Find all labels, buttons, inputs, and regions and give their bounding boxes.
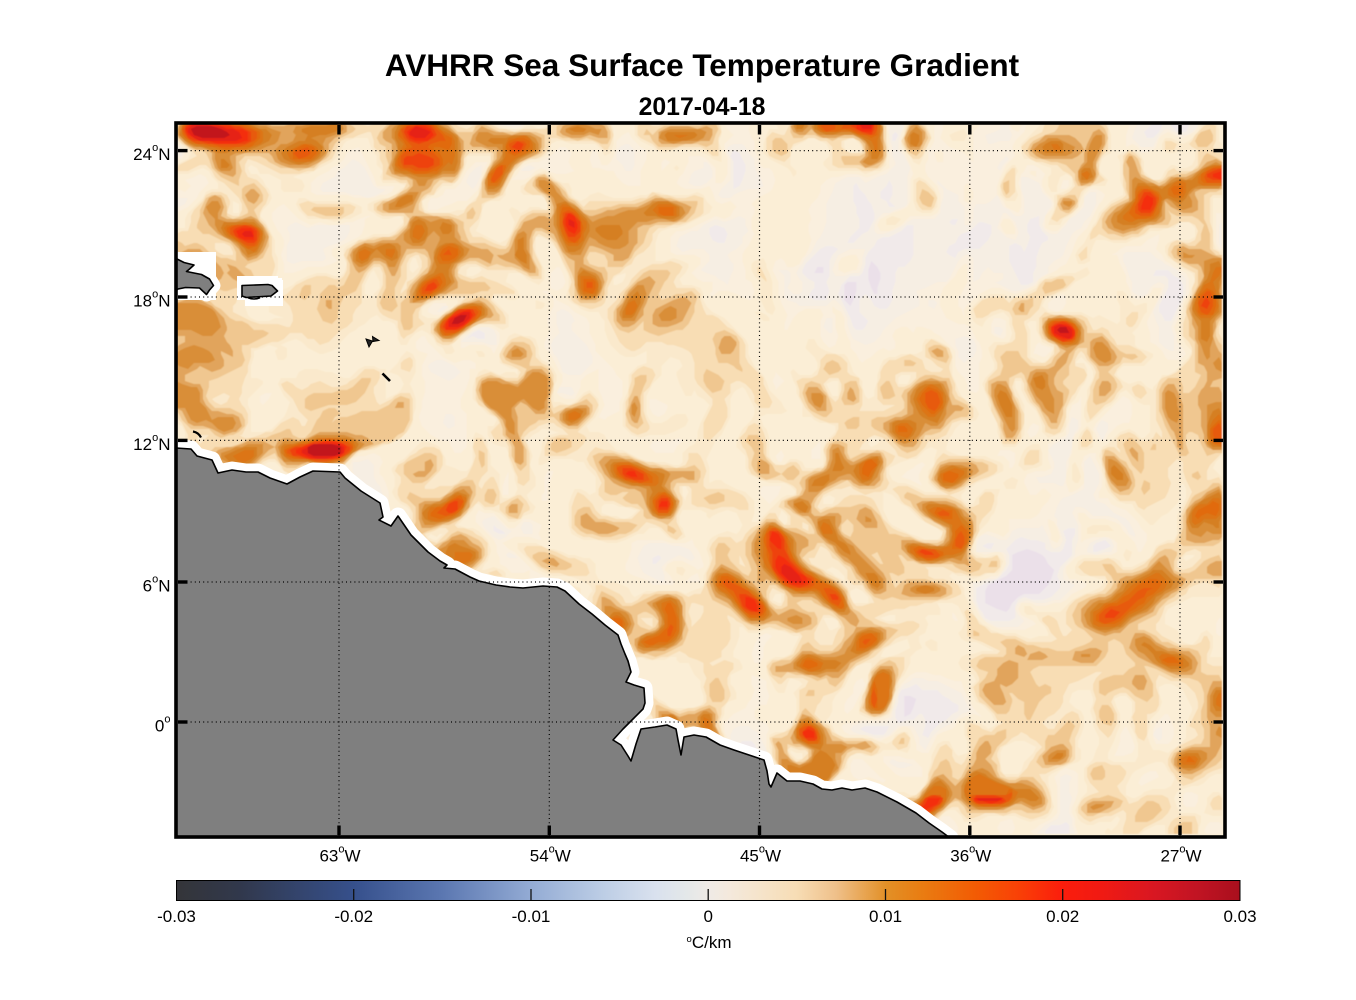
svg-text:0.03: 0.03 <box>1223 907 1256 926</box>
svg-text:36oW: 36oW <box>950 844 991 866</box>
svg-text:-0.01: -0.01 <box>512 907 551 926</box>
svg-text:0.02: 0.02 <box>1046 907 1079 926</box>
svg-text:24oN: 24oN <box>133 142 170 164</box>
svg-text:-0.03: -0.03 <box>157 907 196 926</box>
svg-text:2017-04-18: 2017-04-18 <box>639 94 766 121</box>
svg-text:0o: 0o <box>155 713 171 735</box>
svg-text:0.01: 0.01 <box>869 907 902 926</box>
svg-text:AVHRR Sea Surface Temperature: AVHRR Sea Surface Temperature Gradient <box>385 47 1020 83</box>
svg-text:12oN: 12oN <box>133 432 170 454</box>
svg-text:6oN: 6oN <box>143 573 171 595</box>
svg-text:27oW: 27oW <box>1160 844 1201 866</box>
svg-text:-0.02: -0.02 <box>334 907 373 926</box>
svg-text:18oN: 18oN <box>133 288 170 310</box>
svg-text:oC/km: oC/km <box>687 933 732 952</box>
svg-text:54oW: 54oW <box>530 844 571 866</box>
svg-text:45oW: 45oW <box>740 844 781 866</box>
svg-text:0: 0 <box>703 907 712 926</box>
svg-text:63oW: 63oW <box>319 844 360 866</box>
